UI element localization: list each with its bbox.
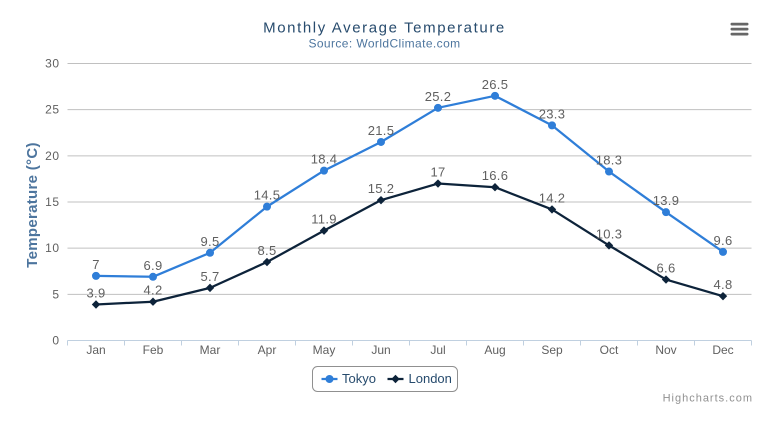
svg-text:Monthly Average Temperature: Monthly Average Temperature bbox=[263, 20, 506, 37]
svg-text:Jul: Jul bbox=[430, 343, 445, 357]
svg-text:25.2: 25.2 bbox=[425, 89, 452, 104]
svg-text:9.5: 9.5 bbox=[201, 234, 220, 249]
svg-text:4.2: 4.2 bbox=[144, 283, 163, 298]
svg-text:14.5: 14.5 bbox=[254, 188, 281, 203]
svg-text:0: 0 bbox=[52, 334, 59, 348]
svg-text:3.9: 3.9 bbox=[87, 285, 106, 300]
svg-text:21.5: 21.5 bbox=[368, 123, 395, 138]
svg-text:Aug: Aug bbox=[484, 343, 505, 357]
svg-text:14.2: 14.2 bbox=[539, 190, 566, 205]
svg-text:Tokyo: Tokyo bbox=[342, 371, 376, 386]
svg-text:15: 15 bbox=[45, 195, 59, 209]
svg-text:Highcharts.com: Highcharts.com bbox=[663, 393, 753, 405]
svg-text:18.3: 18.3 bbox=[596, 153, 623, 168]
svg-text:Feb: Feb bbox=[143, 343, 164, 357]
svg-text:Temperature (°C): Temperature (°C) bbox=[24, 142, 41, 268]
svg-text:Apr: Apr bbox=[258, 343, 277, 357]
svg-text:23.3: 23.3 bbox=[539, 106, 566, 121]
svg-text:18.4: 18.4 bbox=[311, 152, 338, 167]
svg-text:25: 25 bbox=[45, 103, 59, 117]
svg-text:6.6: 6.6 bbox=[657, 261, 676, 276]
svg-text:15.2: 15.2 bbox=[368, 181, 395, 196]
svg-text:13.9: 13.9 bbox=[653, 193, 680, 208]
svg-text:17: 17 bbox=[430, 165, 445, 180]
svg-text:Jan: Jan bbox=[86, 343, 105, 357]
svg-text:10: 10 bbox=[45, 241, 59, 255]
svg-text:8.5: 8.5 bbox=[258, 243, 277, 258]
svg-text:Sep: Sep bbox=[541, 343, 563, 357]
svg-text:10.3: 10.3 bbox=[596, 226, 623, 241]
svg-text:4.8: 4.8 bbox=[714, 277, 733, 292]
svg-text:Dec: Dec bbox=[712, 343, 733, 357]
svg-text:30: 30 bbox=[45, 57, 59, 71]
svg-text:6.9: 6.9 bbox=[144, 258, 163, 273]
svg-text:Jun: Jun bbox=[371, 343, 390, 357]
svg-text:Mar: Mar bbox=[200, 343, 221, 357]
svg-text:9.6: 9.6 bbox=[714, 233, 733, 248]
svg-text:Oct: Oct bbox=[600, 343, 619, 357]
svg-text:London: London bbox=[409, 371, 452, 386]
svg-text:Nov: Nov bbox=[655, 343, 676, 357]
svg-text:11.9: 11.9 bbox=[311, 212, 337, 227]
svg-text:20: 20 bbox=[45, 149, 59, 163]
svg-text:26.5: 26.5 bbox=[482, 77, 509, 92]
svg-text:Source: WorldClimate.com: Source: WorldClimate.com bbox=[308, 37, 460, 51]
svg-text:5.7: 5.7 bbox=[201, 269, 220, 284]
svg-text:5: 5 bbox=[52, 287, 59, 301]
svg-text:16.6: 16.6 bbox=[482, 168, 509, 183]
svg-text:7: 7 bbox=[92, 257, 100, 272]
svg-text:May: May bbox=[313, 343, 336, 357]
